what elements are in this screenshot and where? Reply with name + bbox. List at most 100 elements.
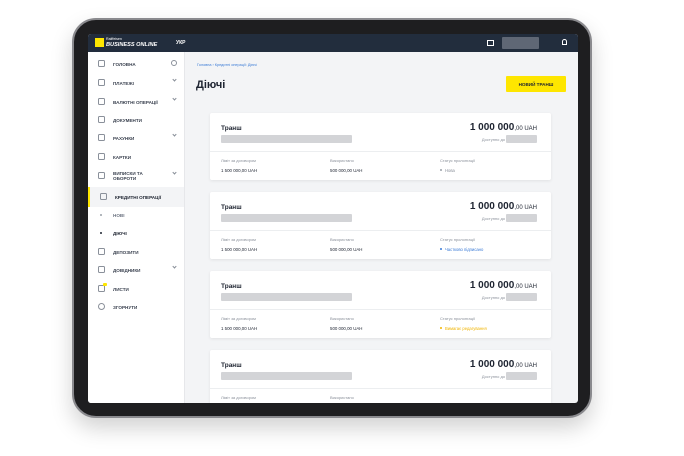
sidebar-item[interactable]: ДОВІДНИКИ [88,261,184,279]
field-label: Використано [330,316,354,321]
field-value: 1 500 000,00 UAH [221,167,258,173]
menu-icon [98,60,105,67]
menu-icon [100,193,107,200]
menu-icon [98,172,105,179]
card-id-blurred [221,214,352,222]
sidebar-item[interactable]: НОВІ [88,206,184,224]
divider [210,151,551,152]
tranche-card[interactable]: Транш 1 000 000,00 UAH Доступно до Ліміт за… [210,271,551,338]
available-label: Доступно до [481,137,505,142]
logo-top: Raiffeisen [106,37,122,41]
card-id-blurred [221,372,352,380]
sidebar-item[interactable]: ГОЛОВНА [88,55,184,73]
logo-bottom: BUSINESS ONLINE [106,41,158,48]
menu-icon [98,248,105,255]
sidebar-item[interactable]: КАРТКИ [88,148,184,166]
sidebar-item[interactable]: КРЕДИТНІ ОПЕРАЦІЇ [88,187,184,207]
bell-icon[interactable] [562,39,567,45]
divider [210,388,551,389]
menu-icon [98,98,105,105]
sidebar-item[interactable]: ДІЮЧІ [88,224,184,242]
menu-icon [98,303,105,310]
sidebar-label: ДІЮЧІ [113,230,127,236]
card-id-blurred [221,293,352,301]
badge [103,283,107,286]
field-label: Використано [330,395,354,400]
bullet [100,232,102,234]
divider [210,230,551,231]
sidebar-item[interactable]: ДОКУМЕНТИ [88,111,184,129]
sidebar-item[interactable]: РАХУНКИ [88,129,184,147]
sidebar-item[interactable]: ВАЛЮТНІ ОПЕРАЦІЇ [88,93,184,111]
available-label: Доступно до [481,216,505,221]
sidebar: ГОЛОВНА ПЛАТЕЖІ ВАЛЮТНІ ОПЕРАЦІЇ ДОКУМЕНТИ Р… [88,52,185,403]
amount-suffix: ,00 UAH [514,126,537,132]
sidebar-item[interactable]: ЗГОРНУТИ [88,298,184,316]
field-value: 500 000,00 UAH [330,325,363,331]
chevron [172,96,177,101]
sidebar-label: НОВІ [113,212,125,218]
menu-icon [98,134,105,141]
field-label: Ліміт за договором [221,316,256,321]
breadcrumb[interactable]: Головна › Кредитні операції: Діючі [197,63,257,67]
card-name: Транш [221,362,242,369]
field-value: 500 000,00 UAH [330,246,363,252]
sidebar-label: ДОКУМЕНТИ [113,117,142,123]
available-date-blurred [506,214,537,222]
logo-icon [95,38,104,47]
field-label: Використано [330,237,354,242]
sidebar-item[interactable]: ПЛАТЕЖІ [88,74,184,92]
available-label: Доступно до [481,374,505,379]
sidebar-label: ЛИСТИ [113,286,129,292]
amount-suffix: ,00 UAH [514,363,537,369]
menu-icon [98,266,105,273]
sidebar-label: ВАЛЮТНІ ОПЕРАЦІЇ [113,99,158,105]
sidebar-label: КРЕДИТНІ ОПЕРАЦІЇ [115,194,161,200]
user-blurred[interactable] [502,37,539,49]
chevron [172,77,177,82]
sidebar-label: КАРТКИ [113,154,132,160]
field-label: Ліміт за договором [221,395,256,400]
amount: 1 000 000,00 UAH [470,280,537,291]
briefcase-icon[interactable] [487,40,494,46]
field-label: Статус пролонгації [440,237,475,242]
available-date-blurred [506,372,537,380]
page-title: Діючі [196,79,226,91]
sidebar-label: ВИПИСКИ ТА ОБОРОТИ [113,171,143,181]
tranche-card[interactable]: Транш 1 000 000,00 UAH Доступно до Ліміт за… [210,350,551,403]
status-dot [440,327,442,329]
amount-main: 1 000 000 [469,359,515,370]
card-name: Транш [221,125,242,132]
field-label: Ліміт за договором [221,158,256,163]
sidebar-item[interactable]: ЛИСТИ [88,280,184,298]
sidebar-label: ЗГОРНУТИ [113,304,138,310]
menu-icon [98,153,105,160]
new-tranche-button[interactable]: НОВИЙ ТРАНШ [506,76,566,92]
field-value: 1 500 000,00 UAH [221,325,258,331]
chevron [172,170,177,175]
amount-main: 1 000 000 [469,201,515,212]
sidebar-label: ПЛАТЕЖІ [113,80,134,86]
field-label: Статус пролонгації [440,158,475,163]
sidebar-label: ДОВІДНИКИ [113,267,141,273]
menu-icon [98,285,105,292]
tranche-card[interactable]: Транш 1 000 000,00 UAH Доступно до Ліміт за… [210,192,551,259]
language[interactable]: УКР [176,40,186,46]
field-label: Використано [330,158,354,163]
settings-icon[interactable] [171,60,177,66]
amount-suffix: ,00 UAH [514,284,537,290]
sidebar-item[interactable]: ДЕПОЗИТИ [88,243,184,261]
status-value: Нова [445,167,455,173]
status-dot [440,169,442,171]
menu-icon [98,79,105,86]
bullet [100,214,102,216]
amount: 1 000 000,00 UAH [470,122,537,133]
available-label: Доступно до [481,295,505,300]
status-value: Вимагає редагування [445,325,487,331]
field-label: Статус пролонгації [440,316,475,321]
tranche-card[interactable]: Транш 1 000 000,00 UAH Доступно до Ліміт за… [210,113,551,180]
sidebar-item[interactable]: ВИПИСКИ ТА ОБОРОТИ [88,166,184,186]
status-dot [440,248,442,250]
available-date-blurred [506,135,537,143]
